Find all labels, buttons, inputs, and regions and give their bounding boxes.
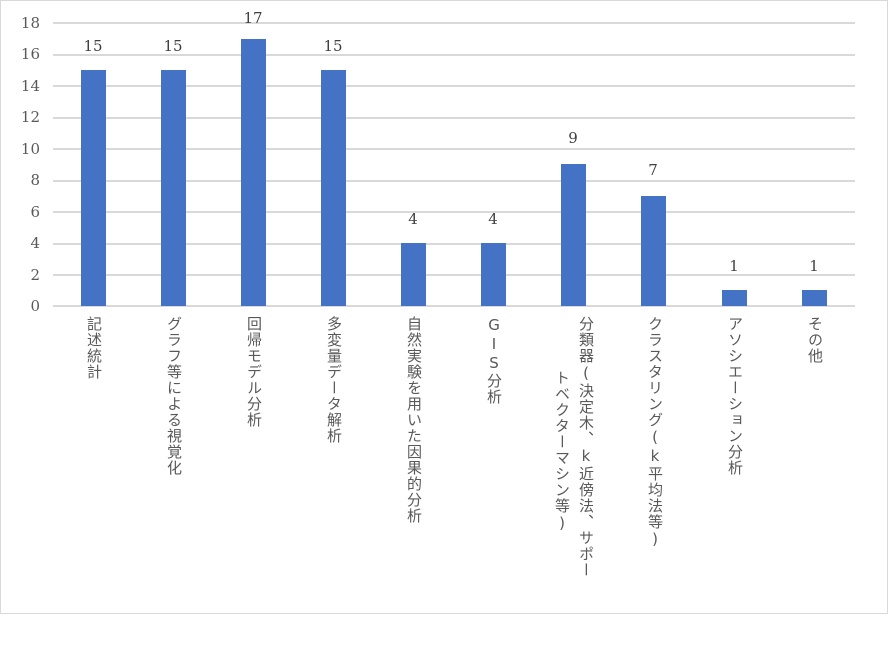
data-label: 1 [809,257,819,275]
gridline-12 [53,117,855,119]
chart-frame [0,0,888,614]
category-label: 自然実験を用いた因果的分析 [405,316,423,524]
gridline-8 [53,180,855,182]
data-label: 15 [83,37,103,55]
bar-other [802,290,827,306]
bar-clustering [641,196,666,306]
gridline-6 [53,211,855,213]
category-label: GIS分析 [485,316,503,405]
bar-classifier [561,164,586,306]
category-label: グラフ等による視覚化 [165,316,183,476]
y-tick-label: 12 [20,108,40,126]
y-tick-label: 8 [30,171,40,189]
bar-chart: 18 16 14 12 10 8 6 4 2 0 15 15 17 15 4 4… [20,9,855,578]
category-label: クラスタリング(k平均法等) [646,316,664,549]
data-label: 15 [323,37,343,55]
category-label-continued: トベクターマシン等) [553,370,571,533]
category-label: アソシエーション分析 [726,316,744,476]
bar-association-analysis [722,290,747,306]
data-label: 15 [163,37,183,55]
bar-multivariate-analysis [321,70,346,306]
bar-descriptive-statistics [81,70,106,306]
y-tick-label: 18 [20,14,40,32]
category-label: 記述統計 [85,316,103,380]
y-tick-label: 16 [20,45,40,63]
gridline-4 [53,243,855,245]
data-label: 4 [488,210,498,228]
data-label: 7 [648,161,658,179]
y-tick-label: 6 [30,203,40,221]
y-tick-label: 10 [20,140,40,158]
category-label: 回帰モデル分析 [245,316,263,428]
y-tick-label: 14 [20,77,40,95]
x-axis-line [53,305,855,307]
gridline-14 [53,85,855,87]
bar-regression-model [241,39,266,306]
gridline-10 [53,148,855,150]
data-label: 9 [568,129,578,147]
category-label: 多変量データ解析 [325,316,343,444]
bar-gis-analysis [481,243,506,306]
gridline-16 [53,54,855,56]
y-tick-label: 0 [30,297,40,315]
category-label: その他 [806,316,824,364]
y-tick-label: 2 [30,266,40,284]
data-label: 4 [408,210,418,228]
gridline-18 [53,22,855,24]
gridline-2 [53,274,855,276]
bar-graph-visualization [161,70,186,306]
data-label: 1 [729,257,739,275]
y-tick-label: 4 [30,234,40,252]
data-label: 17 [243,9,263,27]
category-label: 分類器(決定木、k近傍法、サポー [577,316,595,578]
bar-natural-experiment [401,243,426,306]
